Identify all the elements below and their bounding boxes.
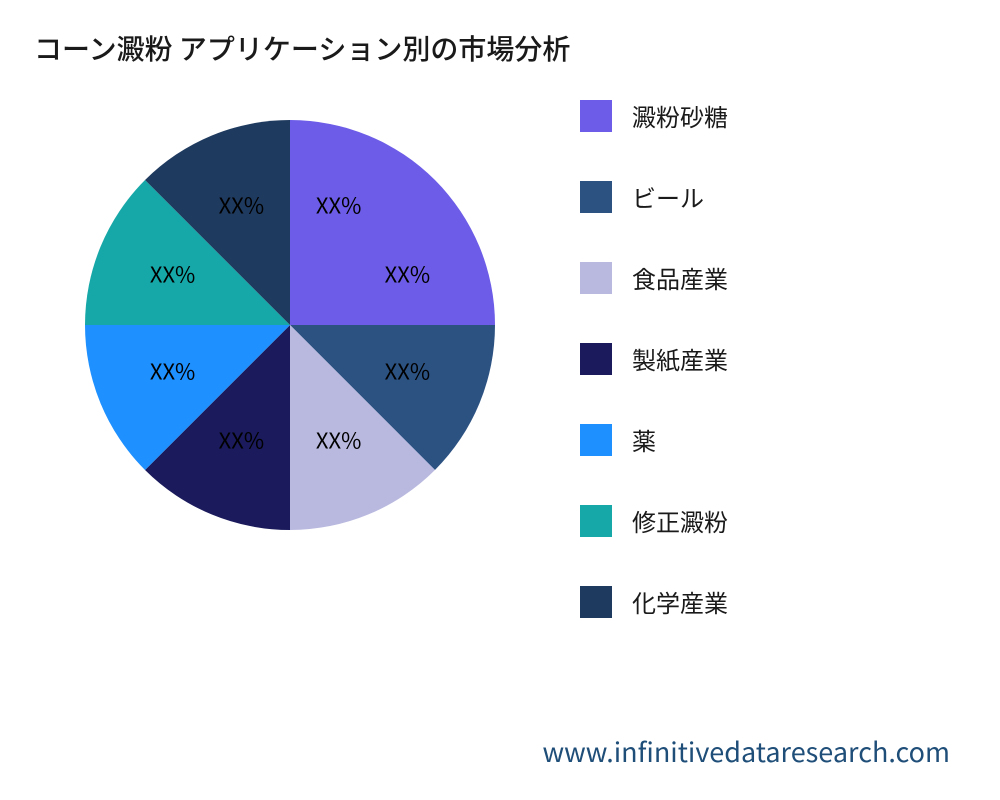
pie-chart: XX% XX% XX% XX% XX% XX% XX% XX% [80, 115, 500, 535]
legend-label: 澱粉砂糖 [632, 98, 728, 133]
legend-swatch [580, 505, 612, 537]
legend-item: 製紙産業 [580, 341, 728, 376]
watermark: www.infinitivedataresearch.com [542, 731, 950, 770]
legend-item: 化学産業 [580, 584, 728, 619]
legend-label: 化学産業 [632, 584, 728, 619]
legend-label: ビール [632, 179, 704, 214]
legend-item: 澱粉砂糖 [580, 98, 728, 133]
legend-label: 修正澱粉 [632, 503, 728, 538]
slice-label: XX% [385, 257, 430, 289]
legend-item: 薬 [580, 422, 728, 457]
legend-swatch [580, 424, 612, 456]
pie-slice [290, 120, 495, 325]
chart-title: コーン澱粉 アプリケーション別の市場分析 [34, 28, 570, 68]
legend-swatch [580, 181, 612, 213]
legend-swatch [580, 262, 612, 294]
legend-swatch [580, 586, 612, 618]
legend-swatch [580, 343, 612, 375]
slice-label: XX% [316, 189, 361, 221]
slice-label: XX% [219, 423, 264, 455]
legend-label: 食品産業 [632, 260, 728, 295]
slice-label: XX% [219, 189, 264, 221]
slice-label: XX% [316, 423, 361, 455]
legend-item: 修正澱粉 [580, 503, 728, 538]
pie-svg: XX% XX% XX% XX% XX% XX% XX% XX% [80, 115, 500, 535]
slice-label: XX% [150, 257, 195, 289]
slice-label: XX% [150, 355, 195, 387]
legend: 澱粉砂糖ビール食品産業製紙産業薬修正澱粉化学産業 [580, 98, 728, 619]
legend-item: 食品産業 [580, 260, 728, 295]
slice-label: XX% [385, 355, 430, 387]
legend-label: 薬 [632, 422, 656, 457]
legend-swatch [580, 100, 612, 132]
legend-label: 製紙産業 [632, 341, 728, 376]
legend-item: ビール [580, 179, 728, 214]
